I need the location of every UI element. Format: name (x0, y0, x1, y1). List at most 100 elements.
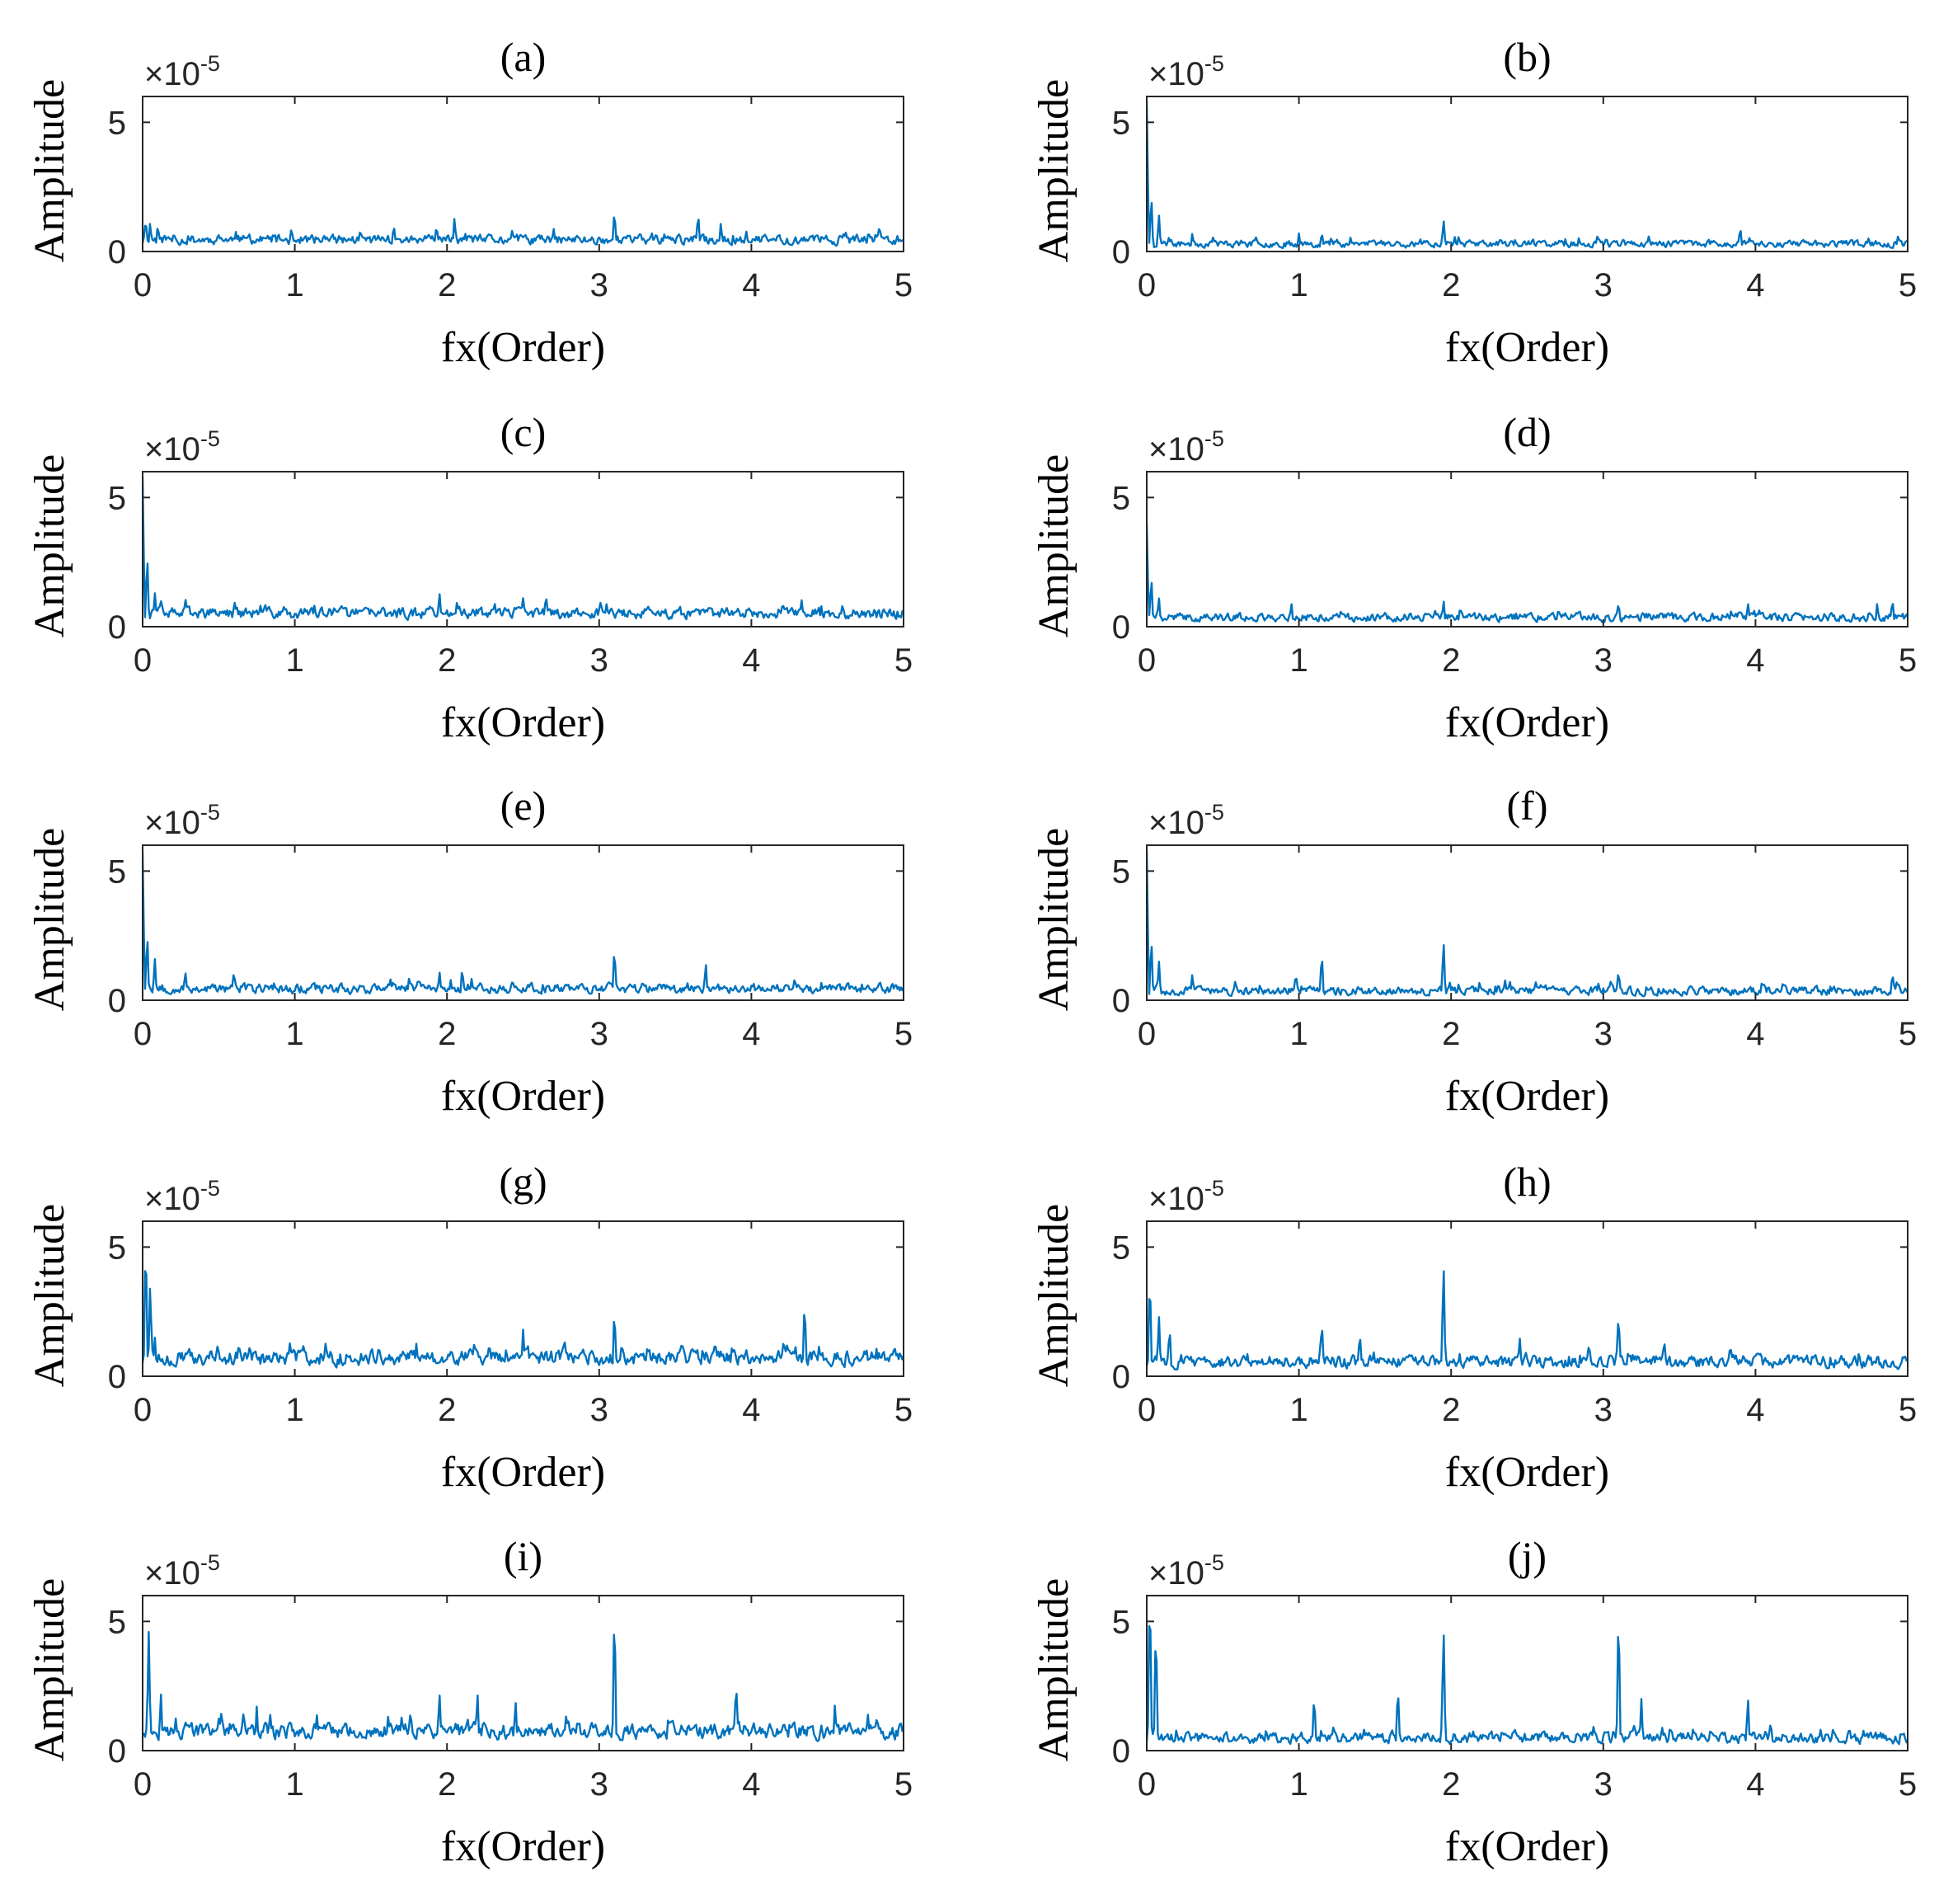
y-tick-label: 0 (108, 1733, 126, 1770)
x-tick-label: 5 (1899, 267, 1917, 303)
y-axis-label: Amplitude (1031, 454, 1077, 637)
spectrum-line-j (1147, 1624, 1908, 1746)
x-tick-label: 1 (1289, 1392, 1308, 1428)
axes-box-a (142, 96, 904, 252)
y-tick-label: 0 (1112, 1733, 1130, 1770)
subplot-title: (f) (1507, 783, 1548, 829)
y-axis-label: Amplitude (26, 1578, 73, 1761)
x-axis-label: fx(Order) (441, 1073, 605, 1120)
x-tick-label: 2 (438, 642, 456, 679)
subplot-title: (a) (500, 34, 547, 80)
y-exponent-label: ×10-5 (1148, 51, 1224, 92)
subplot-title: (h) (1503, 1159, 1551, 1205)
x-tick-label: 5 (894, 642, 913, 679)
x-tick-label: 3 (590, 642, 608, 679)
x-axis-label: fx(Order) (1445, 1449, 1609, 1496)
x-tick-label: 2 (438, 1766, 456, 1803)
subplot-d: 0 1 2 3 4 5 0 5 ×10-5 (d) fx(Order) Amplitude (1031, 409, 1917, 746)
y-exponent-label: ×10-5 (1148, 1550, 1224, 1591)
subplot-title: (j) (1508, 1533, 1547, 1579)
y-tick-label: 5 (1112, 480, 1130, 516)
x-tick-label: 3 (590, 1392, 608, 1428)
x-tick-label: 2 (1442, 1392, 1460, 1428)
spectrum-line-b (1147, 101, 1908, 249)
x-axis-label: fx(Order) (441, 1449, 605, 1496)
x-tick-label: 4 (1746, 1392, 1764, 1428)
y-axis-label: Amplitude (1031, 1578, 1077, 1761)
x-tick-label: 3 (590, 267, 608, 303)
x-tick-label: 4 (742, 1016, 760, 1052)
spectrum-line-e (143, 850, 904, 995)
spectrum-line-f (1147, 850, 1908, 998)
subplot-j: 0 1 2 3 4 5 0 5 ×10-5 (j) fx(Order) Amplitude (1031, 1533, 1917, 1870)
axes-box-g (142, 1220, 904, 1377)
subplot-i: 0 1 2 3 4 5 0 5 ×10-5 (i) fx(Order) Amplitude (26, 1533, 913, 1870)
x-axis-label: fx(Order) (441, 324, 605, 371)
y-tick-label: 5 (1112, 105, 1130, 141)
axes-box-h (1146, 1220, 1908, 1377)
x-tick-label: 1 (1289, 267, 1308, 303)
x-tick-label: 1 (285, 267, 303, 303)
x-tick-label: 4 (1746, 1016, 1764, 1052)
y-axis-label: Amplitude (1031, 1204, 1077, 1387)
x-tick-label: 0 (134, 1016, 152, 1052)
x-tick-label: 0 (1138, 1766, 1156, 1803)
subplot-g: 0 1 2 3 4 5 0 5 ×10-5 (g) fx(Order) Amplitude (26, 1159, 913, 1496)
x-tick-label: 2 (438, 1016, 456, 1052)
axes-box-e (142, 844, 904, 1001)
x-tick-label: 1 (1289, 1766, 1308, 1803)
x-tick-label: 1 (285, 1016, 303, 1052)
y-tick-label: 0 (1112, 609, 1130, 646)
subplot-f: 0 1 2 3 4 5 0 5 ×10-5 (f) fx(Order) Amplitude (1031, 783, 1917, 1120)
x-tick-label: 1 (285, 1392, 303, 1428)
y-tick-label: 5 (108, 105, 126, 141)
subplot-title: (c) (500, 409, 547, 455)
x-tick-label: 2 (1442, 1016, 1460, 1052)
x-tick-label: 3 (1594, 1016, 1613, 1052)
x-tick-label: 0 (134, 1392, 152, 1428)
x-tick-label: 4 (742, 267, 760, 303)
axes-box-d (1146, 471, 1908, 628)
y-axis-label: Amplitude (26, 454, 73, 637)
x-tick-label: 1 (285, 1766, 303, 1803)
x-tick-label: 3 (590, 1766, 608, 1803)
spectrum-line-c (143, 477, 904, 622)
x-tick-label: 5 (894, 267, 913, 303)
y-tick-label: 5 (1112, 1604, 1130, 1640)
axes-box-i (142, 1595, 904, 1751)
x-tick-label: 2 (1442, 267, 1460, 303)
y-exponent-label: ×10-5 (144, 426, 220, 468)
spectrum-line-i (143, 1630, 904, 1742)
x-tick-label: 2 (1442, 642, 1460, 679)
axes-box-b (1146, 96, 1908, 252)
x-tick-label: 2 (438, 1392, 456, 1428)
y-tick-label: 0 (108, 234, 126, 270)
subplot-title: (g) (499, 1159, 547, 1205)
x-tick-label: 3 (1594, 1766, 1613, 1803)
x-tick-label: 2 (438, 267, 456, 303)
x-tick-label: 3 (1594, 267, 1613, 303)
subplot-title: (b) (1503, 34, 1551, 80)
y-tick-label: 5 (1112, 1229, 1130, 1266)
x-tick-label: 3 (1594, 1392, 1613, 1428)
subplot-title: (d) (1503, 409, 1551, 455)
x-tick-label: 5 (1899, 1392, 1917, 1428)
y-tick-label: 5 (108, 1604, 126, 1640)
subplot-c: 0 1 2 3 4 5 0 5 ×10-5 (c) fx(Order) Amplitude (26, 409, 913, 746)
x-tick-label: 4 (742, 642, 760, 679)
subplot-title: (e) (500, 783, 547, 829)
x-tick-label: 0 (1138, 267, 1156, 303)
x-tick-label: 5 (894, 1766, 913, 1803)
spectrum-line-h (1147, 1270, 1908, 1370)
x-tick-label: 3 (590, 1016, 608, 1052)
x-tick-label: 5 (1899, 642, 1917, 679)
x-tick-label: 3 (1594, 642, 1613, 679)
x-tick-label: 0 (134, 642, 152, 679)
x-tick-label: 1 (1289, 642, 1308, 679)
x-tick-label: 0 (1138, 642, 1156, 679)
x-axis-label: fx(Order) (1445, 324, 1609, 371)
x-tick-label: 5 (1899, 1016, 1917, 1052)
x-tick-label: 4 (1746, 1766, 1764, 1803)
y-axis-label: Amplitude (1031, 828, 1077, 1011)
